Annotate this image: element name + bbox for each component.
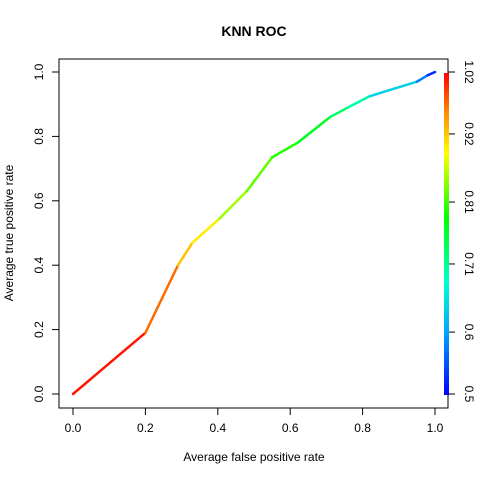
roc-segment	[272, 143, 297, 157]
chart-title: KNN ROC	[221, 23, 286, 39]
y-axis-label: Average true positive rate	[2, 164, 16, 301]
roc-segment	[247, 157, 272, 191]
colorbar-tick-label: 0.6	[462, 324, 476, 341]
y-tick-label: 0.8	[32, 128, 46, 145]
y-tick-label: 0.0	[32, 385, 46, 402]
roc-curve	[73, 72, 435, 394]
roc-segment	[178, 243, 192, 266]
colorbar	[444, 73, 449, 395]
x-tick-label: 0.8	[354, 421, 371, 435]
roc-segment	[330, 107, 348, 117]
roc-segment	[297, 117, 330, 143]
x-tick-label: 1.0	[427, 421, 444, 435]
colorbar-tick-label: 0.5	[462, 386, 476, 403]
roc-segment	[145, 265, 178, 333]
roc-segment	[417, 75, 428, 81]
y-tick-label: 0.4	[32, 257, 46, 274]
colorbar-tick-label: 1.02	[462, 60, 476, 84]
y-tick-label: 0.2	[32, 321, 46, 338]
y-tick-label: 1.0	[32, 63, 46, 80]
colorbar-tick-label: 0.92	[462, 122, 476, 146]
x-tick-label: 0.0	[65, 421, 82, 435]
x-tick-label: 0.6	[282, 421, 299, 435]
roc-segment	[220, 191, 247, 218]
roc-segment	[370, 82, 417, 96]
colorbar-axis: 0.5 0.6 0.71 0.81 0.92 1.02	[448, 60, 476, 402]
x-axis: 0.0 0.2 0.4 0.6 0.8 1.0	[65, 408, 444, 435]
y-axis: 0.0 0.2 0.4 0.6 0.8 1.0	[32, 63, 59, 402]
x-tick-label: 0.2	[137, 421, 154, 435]
roc-segment	[73, 333, 145, 394]
y-tick-label: 0.6	[32, 192, 46, 209]
x-tick-label: 0.4	[209, 421, 226, 435]
roc-segment	[192, 220, 217, 243]
roc-segment	[348, 96, 370, 107]
roc-segment	[428, 72, 435, 75]
colorbar-tick-label: 0.71	[462, 252, 476, 276]
colorbar-tick-label: 0.81	[462, 190, 476, 214]
x-axis-label: Average false positive rate	[183, 450, 325, 464]
